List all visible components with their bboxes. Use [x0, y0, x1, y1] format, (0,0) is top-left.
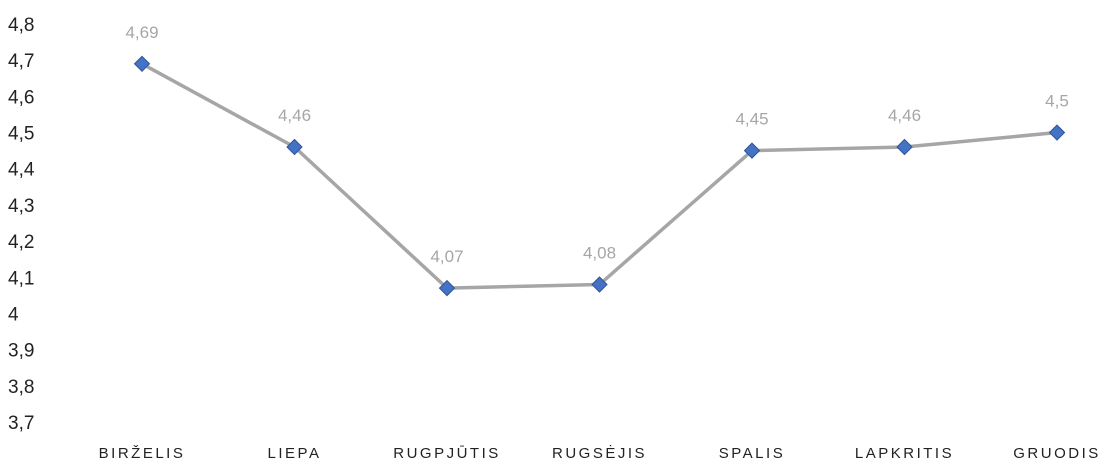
y-tick-label: 3,8: [8, 377, 34, 398]
x-tick-label: LAPKRITIS: [855, 445, 954, 462]
data-label: 4,45: [735, 110, 768, 129]
data-label: 4,46: [278, 106, 311, 125]
data-point-marker: [896, 138, 913, 156]
y-tick-label: 4,5: [8, 124, 34, 145]
data-label: 4,08: [583, 244, 616, 263]
y-tick-label: 4,3: [8, 196, 34, 217]
data-label: 4,46: [888, 106, 921, 125]
data-labels: 4,69 4,46 4,07 4,08 4,45 4,46 4,5: [125, 23, 1068, 266]
x-tick-label: GRUODIS: [1013, 445, 1101, 462]
data-point-marker: [286, 138, 303, 156]
y-tick-label: 3,7: [8, 413, 34, 434]
y-tick-label: 4,8: [8, 15, 34, 36]
data-point-marker: [133, 55, 151, 73]
x-tick-label: RUGPJŪTIS: [393, 445, 501, 462]
data-point-marker: [1048, 124, 1066, 141]
y-tick-label: 4,7: [8, 51, 34, 72]
x-tick-label: LIEPA: [268, 445, 322, 462]
y-tick-label: 3,9: [8, 341, 34, 362]
y-tick-label: 4,2: [8, 232, 34, 253]
data-point-marker: [438, 279, 456, 297]
data-label: 4,5: [1045, 92, 1069, 111]
y-tick-label: 4,1: [8, 268, 34, 289]
data-label: 4,07: [430, 247, 463, 266]
x-tick-label: BIRŽELIS: [99, 445, 186, 462]
x-axis: BIRŽELIS LIEPA RUGPJŪTIS RUGSĖJIS SPALIS LAPK…: [99, 444, 1101, 462]
y-tick-label: 4,4: [8, 160, 35, 181]
x-tick-label: RUGSĖJIS: [552, 444, 647, 462]
series-group: [133, 55, 1066, 297]
y-axis: 4,8 4,7 4,6 4,5 4,4 4,3 4,2 4,1 4 3,9 3,8 3,7: [8, 15, 35, 434]
y-tick-label: 4,6: [8, 87, 34, 108]
data-label: 4,69: [125, 23, 158, 42]
data-point-marker: [743, 142, 761, 159]
y-tick-label: 4: [8, 304, 19, 325]
data-point-marker: [591, 276, 608, 293]
x-tick-label: SPALIS: [719, 445, 785, 462]
